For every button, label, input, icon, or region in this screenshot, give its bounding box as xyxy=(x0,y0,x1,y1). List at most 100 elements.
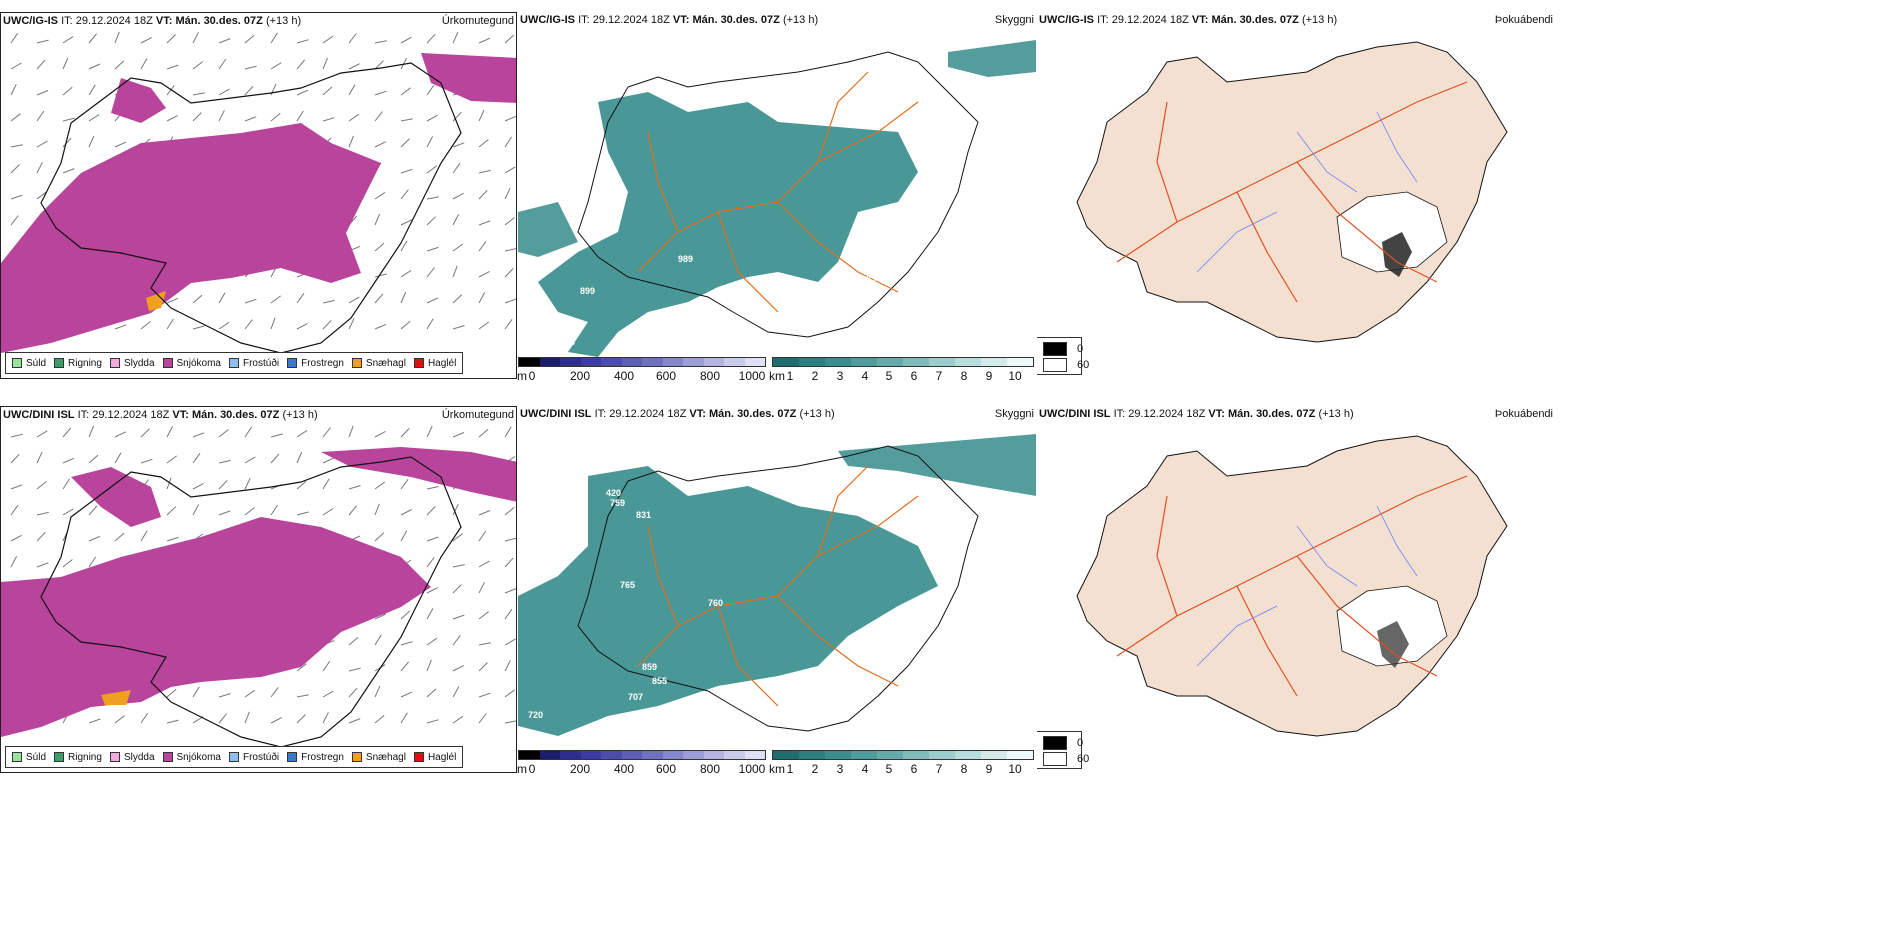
legend-item: Snjókoma xyxy=(162,358,221,369)
cbar-tick: 600 xyxy=(655,369,677,383)
panel-title: Skyggni xyxy=(994,408,1034,420)
snow-area-main xyxy=(1,517,431,737)
visibility-panel-top: UWC/IG-IS IT: 29.12.2024 18Z VT: Mán. 30… xyxy=(518,12,1036,379)
cbar-tick: 4 xyxy=(861,369,869,383)
legend-item: Snjókoma xyxy=(162,752,221,763)
wind-barb xyxy=(400,661,410,672)
cbar-km-bar xyxy=(772,750,1034,760)
wind-barb xyxy=(62,117,75,122)
wind-barb xyxy=(166,297,179,304)
wind-barb xyxy=(10,484,23,490)
legend-item: Slydda xyxy=(109,752,155,763)
wind-barb xyxy=(504,34,515,44)
wind-barb xyxy=(452,192,464,200)
vis-label: 83 xyxy=(866,274,876,284)
wind-barb xyxy=(244,426,253,438)
high-fog-area xyxy=(1377,621,1409,668)
fog-legend: 0 60 xyxy=(1037,337,1089,375)
legend-swatch xyxy=(287,358,298,368)
wind-barb xyxy=(452,533,463,542)
wind-barb xyxy=(452,294,463,304)
wind-barb xyxy=(140,37,152,44)
wind-barb xyxy=(452,635,461,646)
panel-header: UWC/IG-IS IT: 29.12.2024 18Z VT: Mán. 30… xyxy=(3,15,302,27)
wind-barb xyxy=(400,291,407,304)
wind-barb xyxy=(192,325,205,330)
legend-item: Frostúði xyxy=(228,752,279,763)
iceland-outline xyxy=(577,445,979,732)
wind-barb xyxy=(88,454,99,464)
wind-barb xyxy=(36,531,46,542)
wind-barb xyxy=(296,714,306,724)
wind-barb xyxy=(426,608,434,620)
wind-barb xyxy=(504,136,512,148)
wind-barb xyxy=(10,453,20,464)
wind-barb xyxy=(426,719,439,724)
wind-barb xyxy=(140,321,151,330)
wind-barb xyxy=(10,433,23,438)
low-visibility-area-sw xyxy=(518,202,578,257)
wind-barb xyxy=(36,90,49,96)
wind-barb xyxy=(400,641,413,646)
wind-barb xyxy=(296,110,304,122)
wind-barb xyxy=(426,136,434,148)
legend-swatch xyxy=(162,752,173,762)
wind-barb xyxy=(296,511,309,516)
wind-barb xyxy=(478,169,491,174)
vis-label: 302 xyxy=(850,249,865,259)
wind-barb xyxy=(478,241,487,252)
wind-barb xyxy=(504,319,513,330)
low-visibility-area-ne xyxy=(948,40,1036,77)
wind-barb xyxy=(478,321,490,330)
wind-barb xyxy=(478,292,486,304)
cbar-tick: 3 xyxy=(836,762,844,776)
vis-label: 831 xyxy=(636,510,651,520)
cbar-tick: 200 xyxy=(569,369,591,383)
wind-barb xyxy=(478,611,489,620)
wind-barb xyxy=(192,112,202,122)
wind-barb xyxy=(166,536,179,542)
precip-panel-top: UWC/IG-IS IT: 29.12.2024 18Z VT: Mán. 30… xyxy=(0,12,517,379)
wind-barb xyxy=(504,720,516,724)
wind-barb xyxy=(10,504,19,516)
wind-barb xyxy=(374,323,387,330)
roads xyxy=(1116,81,1468,303)
cbar-tick: 0 xyxy=(528,762,536,776)
wind-barb xyxy=(504,506,515,516)
wind-barb xyxy=(374,685,381,698)
vis-label: 287 xyxy=(863,240,878,250)
wind-barb xyxy=(426,33,436,44)
wind-barb xyxy=(218,88,230,96)
wind-barb xyxy=(88,556,97,568)
legend-item: Frostregn xyxy=(287,752,344,763)
wind-barb xyxy=(374,634,382,646)
panel-header: UWC/IG-IS IT: 29.12.2024 18Z VT: Mán. 30… xyxy=(1039,14,1338,26)
wind-barb xyxy=(400,118,413,122)
wind-barb xyxy=(218,429,229,438)
fog-map xyxy=(1076,41,1508,343)
wind-barb xyxy=(400,530,408,542)
wind-barb xyxy=(10,144,23,148)
wind-barb xyxy=(374,532,385,542)
visibility-value-labels: 420 759 831 765 760 258 859 855 707 720 xyxy=(528,488,873,720)
wind-barb xyxy=(244,319,253,330)
fog-legend-swatch xyxy=(1043,752,1067,766)
vis-label: 420 xyxy=(606,488,621,498)
wind-barb xyxy=(374,141,387,148)
precip-map xyxy=(1,31,516,354)
wind-barb xyxy=(36,562,49,568)
legend-item: Frostúði xyxy=(228,358,279,369)
cbar-m-ticks: m 0 200 400 600 800 1000 xyxy=(517,369,766,383)
cbar-m-ticks: m 0 200 400 600 800 1000 xyxy=(517,762,766,776)
visibility-map: 918 989 899 826 287 302 83 xyxy=(518,40,1036,357)
wind-barb xyxy=(348,667,361,672)
wind-barb xyxy=(218,292,226,304)
wind-barb xyxy=(270,113,281,122)
wind-barb xyxy=(452,265,458,278)
wind-barb xyxy=(374,242,385,252)
wind-barb xyxy=(452,564,465,568)
wind-barb xyxy=(374,191,386,200)
wind-barb xyxy=(348,33,357,44)
vis-label: 859 xyxy=(642,662,657,672)
wind-barb xyxy=(400,320,411,330)
